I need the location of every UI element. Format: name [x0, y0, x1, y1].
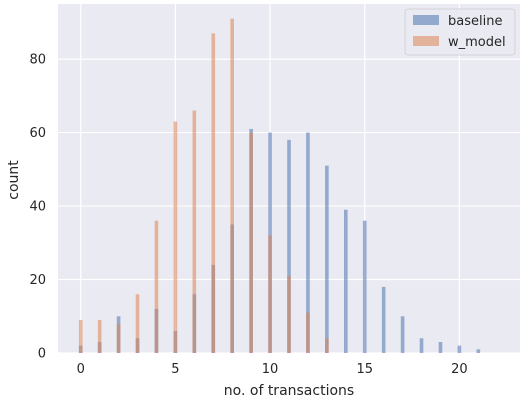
bar-baseline — [325, 165, 329, 353]
legend-label-w-model: w_model — [448, 35, 506, 50]
bars — [78, 18, 481, 354]
bar-baseline — [438, 341, 443, 353]
bar-w-model — [173, 121, 178, 353]
legend-label-baseline: baseline — [448, 14, 502, 29]
bar-w-model — [97, 319, 102, 353]
bar-baseline — [381, 286, 386, 353]
bar-w-model — [211, 33, 216, 354]
y-tick-labels: 0 20 40 60 80 — [29, 53, 46, 362]
x-axis-label: no. of transactions — [224, 383, 354, 399]
bar-w-model — [135, 294, 140, 353]
bar-w-model — [325, 338, 329, 353]
bar-baseline — [400, 316, 405, 353]
bar-baseline — [419, 338, 424, 353]
x-tick-label: 20 — [451, 362, 468, 377]
x-tick-label: 0 — [77, 362, 85, 377]
y-tick-label: 80 — [29, 53, 46, 68]
bar-w-model — [249, 132, 253, 353]
bar-w-model — [230, 18, 234, 354]
y-tick-label: 60 — [29, 126, 46, 141]
bar-w-model — [116, 323, 121, 353]
y-tick-label: 40 — [29, 200, 46, 215]
y-axis-label: count — [6, 160, 22, 200]
bar-w-model — [192, 110, 197, 354]
x-tick-label: 15 — [356, 362, 373, 377]
legend-swatch-baseline — [413, 15, 439, 25]
legend: baseline w_model — [404, 8, 516, 56]
x-tick-labels: 0 5 10 15 20 — [77, 362, 468, 377]
bar-baseline — [476, 349, 481, 353]
bar-w-model — [268, 235, 272, 353]
bar-w-model — [287, 275, 291, 353]
bar-w-model — [78, 319, 83, 353]
bar-baseline — [457, 345, 462, 353]
bar-w-model — [154, 220, 159, 353]
bar-baseline — [362, 220, 367, 353]
x-tick-label: 5 — [171, 362, 179, 377]
bar-baseline — [287, 139, 291, 353]
y-tick-label: 20 — [29, 273, 46, 288]
bar-baseline — [306, 132, 310, 353]
x-tick-label: 10 — [262, 362, 279, 377]
bar-w-model — [306, 312, 310, 353]
legend-swatch-w-model — [413, 36, 439, 46]
y-tick-label: 0 — [38, 347, 46, 362]
bar-baseline — [344, 209, 348, 353]
